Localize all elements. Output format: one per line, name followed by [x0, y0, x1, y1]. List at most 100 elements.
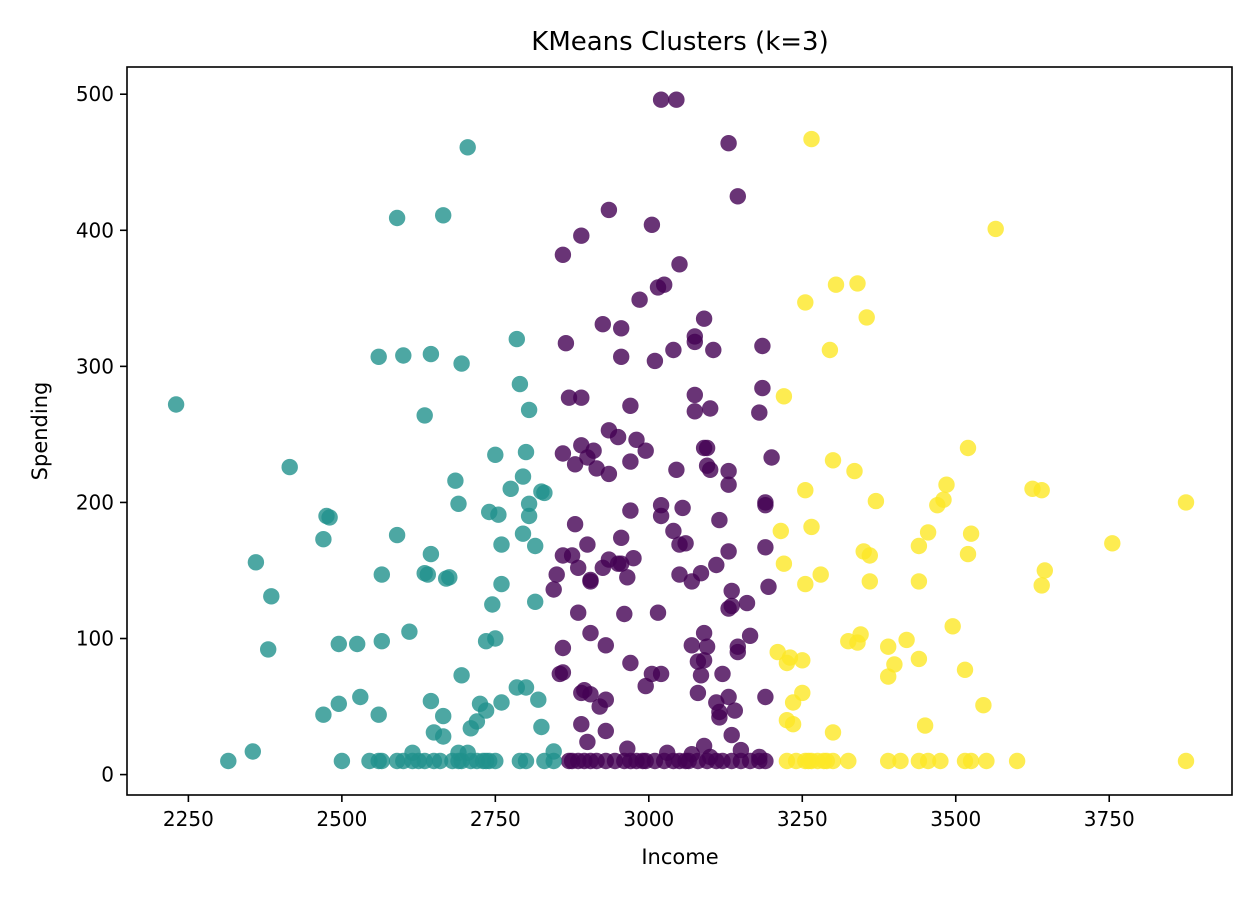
cluster-1-point-13: [517, 443, 535, 461]
cluster-1-point-6: [422, 345, 440, 363]
cluster-2-point-5: [858, 309, 875, 326]
cluster-2-point-71: [978, 752, 995, 770]
cluster-0-point-14: [613, 320, 630, 337]
cluster-2-point-33: [797, 575, 814, 593]
cluster-0-point-93: [741, 627, 759, 644]
cluster-2-point-34: [1033, 577, 1050, 594]
cluster-0-point-72: [594, 559, 611, 576]
cluster-0-point-28: [702, 400, 719, 417]
x-axis-label: Income: [641, 845, 718, 869]
cluster-1-point-53: [352, 688, 369, 706]
cluster-2-point-43: [794, 652, 811, 669]
cluster-0-point-73: [708, 556, 725, 574]
cluster-1-point-95: [410, 752, 427, 770]
x-tick-label: 3000: [623, 807, 674, 831]
cluster-1-point-15: [447, 472, 464, 489]
cluster-1-point-25: [490, 506, 507, 523]
cluster-1-point-32: [247, 554, 265, 571]
cluster-2-point-40: [880, 638, 897, 655]
cluster-2-point-35: [944, 618, 961, 635]
cluster-1-point-4: [370, 348, 387, 365]
cluster-2-point-20: [772, 522, 789, 540]
cluster-0-point-16: [686, 333, 703, 351]
cluster-2-point-15: [867, 492, 885, 510]
cluster-0-point-90: [649, 604, 667, 621]
cluster-2-point-24: [910, 537, 928, 555]
cluster-0-point-46: [588, 460, 605, 477]
cluster-1-point-28: [388, 526, 406, 544]
y-tick-label: 400: [76, 218, 114, 242]
cluster-0-point-23: [686, 386, 703, 404]
cluster-2-point-74: [800, 752, 817, 770]
cluster-0-point-158: [563, 752, 581, 770]
cluster-0-point-67: [563, 547, 581, 564]
cluster-2-point-31: [861, 573, 878, 590]
cluster-0-point-81: [582, 571, 599, 589]
cluster-0-point-70: [613, 555, 630, 572]
x-tick-label: 3500: [930, 807, 981, 831]
cluster-1-point-43: [401, 623, 418, 640]
cluster-0-point-84: [723, 582, 740, 600]
cluster-0-point-26: [573, 389, 590, 406]
cluster-1-point-11: [416, 407, 433, 424]
cluster-0-point-0: [652, 91, 670, 108]
cluster-2-point-18: [1177, 494, 1195, 511]
cluster-0-point-91: [582, 624, 599, 642]
cluster-0-point-82: [760, 578, 777, 595]
cluster-0-point-58: [566, 516, 584, 533]
cluster-0-point-5: [643, 216, 661, 233]
cluster-0-point-108: [714, 665, 731, 683]
cluster-1-point-52: [517, 679, 535, 696]
cluster-1-point-1: [459, 139, 476, 156]
data-points: [167, 91, 1195, 770]
cluster-0-point-106: [652, 665, 670, 683]
plot-frame: [126, 66, 1233, 796]
cluster-0-point-87: [723, 597, 740, 615]
cluster-2-point-37: [898, 631, 915, 649]
cluster-1-point-54: [422, 692, 440, 710]
cluster-2-point-64: [880, 752, 897, 770]
cluster-0-point-56: [652, 507, 670, 525]
cluster-1-point-60: [315, 706, 332, 723]
x-axis: 2250 2500 2750 3000 3250 3500 3750: [163, 795, 1135, 831]
cluster-1-point-39: [493, 575, 510, 593]
cluster-0-point-85: [738, 594, 756, 612]
cluster-1-point-16: [502, 480, 519, 497]
cluster-1-point-97: [477, 752, 495, 770]
cluster-2-point-2: [827, 276, 845, 293]
cluster-2-point-13: [1033, 482, 1050, 499]
cluster-1-point-56: [530, 691, 547, 708]
cluster-2-point-51: [975, 697, 992, 714]
cluster-0-point-127: [619, 740, 636, 757]
cluster-0-point-55: [622, 502, 639, 519]
cluster-2-point-26: [861, 547, 878, 564]
cluster-2-point-75: [815, 752, 832, 770]
cluster-0-point-11: [631, 291, 648, 308]
y-tick-label: 300: [76, 354, 114, 378]
cluster-1-point-31: [527, 537, 544, 555]
cluster-0-point-159: [634, 752, 651, 770]
cluster-0-point-160: [677, 752, 694, 770]
cluster-0-point-115: [720, 688, 737, 706]
cluster-0-point-63: [671, 536, 688, 553]
cluster-1-point-45: [349, 635, 366, 653]
cluster-0-point-6: [573, 227, 590, 244]
cluster-1-point-19: [536, 484, 553, 502]
cluster-2-point-39: [849, 634, 866, 651]
cluster-0-point-41: [622, 453, 639, 470]
cluster-0-point-29: [622, 397, 639, 414]
cluster-1-point-48: [487, 630, 504, 647]
cluster-1-point-62: [435, 707, 452, 725]
cluster-0-point-113: [689, 684, 707, 702]
cluster-0-point-102: [695, 652, 713, 669]
cluster-0-point-48: [720, 462, 737, 480]
cluster-1-point-64: [533, 718, 550, 736]
cluster-0-point-45: [702, 461, 719, 478]
cluster-2-point-41: [769, 643, 786, 661]
cluster-2-point-53: [784, 716, 802, 733]
cluster-1-point-65: [462, 720, 479, 737]
cluster-0-point-3: [729, 188, 746, 205]
cluster-1-point-12: [281, 458, 298, 476]
cluster-1-point-33: [422, 545, 440, 563]
